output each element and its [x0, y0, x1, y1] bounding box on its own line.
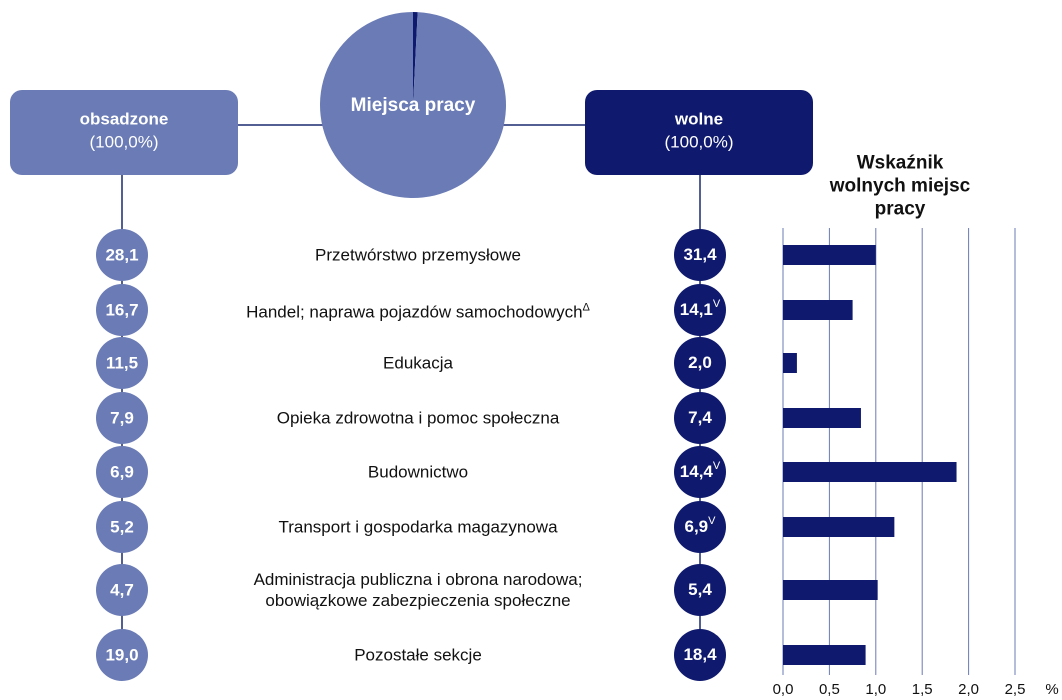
- vacant-flag: V: [713, 298, 721, 310]
- category-text: Administracja publiczna i obrona narodow…: [253, 570, 583, 610]
- occupied-value: 28,1: [105, 245, 138, 264]
- category-text: Budownictwo: [367, 462, 469, 482]
- vacant-circle: [674, 501, 726, 553]
- category-box: [10, 90, 238, 175]
- box-label: obsadzone: [80, 109, 169, 128]
- vacant-value: 6,9V: [685, 515, 717, 537]
- category-text: Edukacja: [383, 353, 453, 373]
- pie-slice: [320, 12, 506, 199]
- bar: [783, 353, 797, 373]
- vacant-circle: [674, 392, 726, 444]
- occupied-circle: [96, 501, 148, 553]
- category-label: Przetwórstwo przemysłowe: [315, 245, 521, 266]
- bar: [783, 300, 853, 320]
- vacant-circle: [674, 446, 726, 498]
- category-text: Pozostałe sekcje: [354, 645, 482, 665]
- category-text: Opieka zdrowotna i pomoc społeczna: [276, 408, 560, 428]
- occupied-value: 4,7: [110, 580, 134, 599]
- vacant-value-text: 6,9: [685, 517, 709, 536]
- vacant-circle: [674, 337, 726, 389]
- vacant-value: 5,4: [688, 580, 712, 599]
- x-tick-label: 1,5: [912, 681, 933, 698]
- category-label: Edukacja: [383, 353, 453, 374]
- vacant-value-text: 7,4: [688, 408, 712, 427]
- category-label: Pozostałe sekcje: [354, 645, 482, 666]
- vacant-circle: [674, 564, 726, 616]
- occupied-circle: [96, 229, 148, 281]
- vacant-value-text: 2,0: [688, 353, 712, 372]
- occupied-value: 19,0: [105, 645, 138, 664]
- box-label: wolne: [674, 109, 723, 128]
- vacant-flag: V: [713, 460, 721, 472]
- occupied-value: 11,5: [106, 353, 138, 372]
- vacant-circle: [674, 629, 726, 681]
- vacant-value: 31,4: [683, 245, 717, 264]
- vacant-value: 14,1V: [680, 298, 721, 320]
- occupied-circle: [96, 446, 148, 498]
- vacant-value: 7,4: [688, 408, 712, 427]
- vacant-value-text: 18,4: [683, 645, 717, 664]
- vacant-value-text: 5,4: [688, 580, 712, 599]
- category-mark: Δ: [582, 301, 590, 314]
- pie-slice: [413, 12, 418, 105]
- vacant-value-text: 14,4: [680, 462, 714, 481]
- pie-title: Miejsca pracy: [351, 95, 476, 116]
- category-label: Transport i gospodarka magazynowa: [278, 517, 557, 538]
- category-text: Przetwórstwo przemysłowe: [315, 245, 521, 265]
- occupied-value: 16,7: [105, 300, 138, 319]
- x-tick-label: 1,0: [865, 681, 886, 698]
- x-tick-label: 0,5: [819, 681, 840, 698]
- occupied-circle: [96, 564, 148, 616]
- bar: [783, 517, 895, 537]
- category-label: Budownictwo: [368, 462, 468, 483]
- vacant-value-text: 31,4: [683, 245, 717, 264]
- occupied-circle: [96, 629, 148, 681]
- category-text: Transport i gospodarka magazynowa: [278, 517, 558, 537]
- occupied-circle: [96, 284, 148, 336]
- vacant-circle: [674, 229, 726, 281]
- category-text: Handel; naprawa pojazdów samochodowych: [246, 302, 583, 322]
- bar: [783, 580, 878, 600]
- occupied-circle: [96, 392, 148, 444]
- bar: [783, 462, 957, 482]
- occupied-value: 6,9: [110, 462, 134, 481]
- occupied-value: 7,9: [110, 408, 134, 427]
- category-label: Opieka zdrowotna i pomoc społeczna: [277, 408, 560, 429]
- category-label: Administracja publiczna i obrona narodow…: [254, 569, 583, 611]
- box-share: (100,0%): [665, 132, 734, 151]
- occupied-circle: [96, 337, 148, 389]
- bar: [783, 245, 876, 265]
- bar-title: Wskaźnik wolnych miejsc pracy: [829, 152, 971, 220]
- bar: [783, 408, 861, 428]
- category-box: [585, 90, 813, 175]
- vacant-value: 14,4V: [680, 460, 721, 482]
- vacant-value: 18,4: [683, 645, 717, 664]
- bar: [783, 645, 866, 665]
- x-tick-label: 2,0: [958, 681, 979, 698]
- vacant-circle: [674, 284, 726, 336]
- x-unit: %: [1045, 681, 1058, 698]
- box-share: (100,0%): [90, 132, 159, 151]
- x-tick-label: 2,5: [1005, 681, 1026, 698]
- vacant-value: 2,0: [688, 353, 712, 372]
- vacant-flag: V: [708, 515, 716, 527]
- x-tick-label: 0,0: [773, 681, 794, 698]
- vacant-value-text: 14,1: [680, 300, 713, 319]
- category-label: Handel; naprawa pojazdów samochodowychΔ: [246, 298, 590, 323]
- occupied-value: 5,2: [110, 517, 134, 536]
